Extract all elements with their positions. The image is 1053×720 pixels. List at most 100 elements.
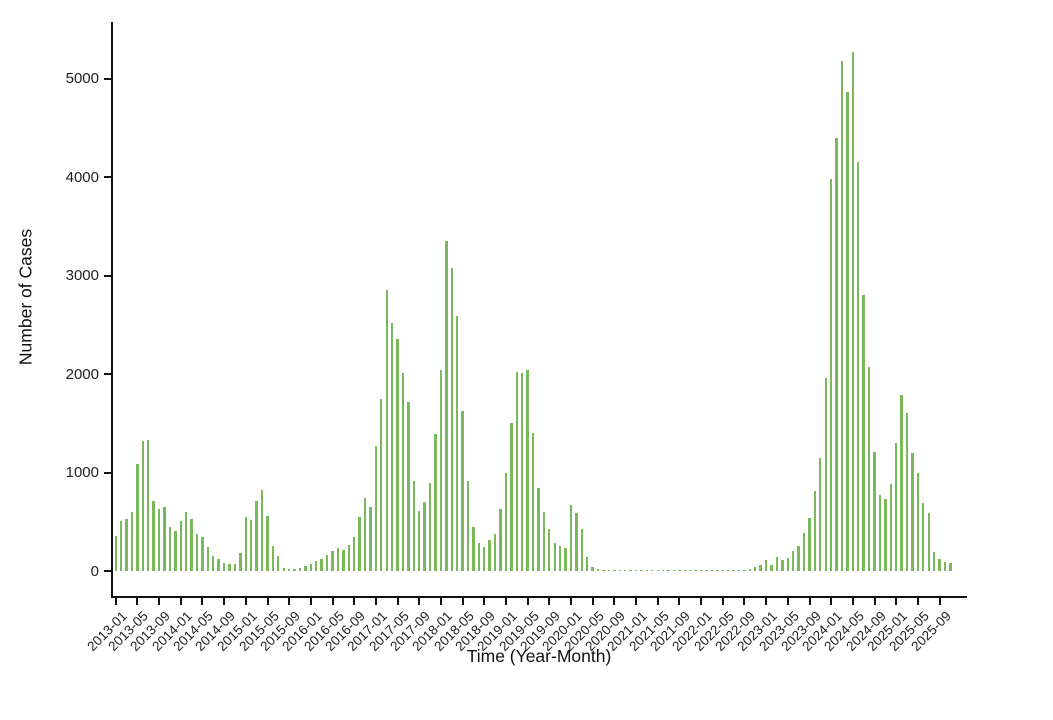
bar: [710, 570, 714, 571]
x-tick: [873, 598, 876, 605]
y-axis-line: [111, 22, 113, 598]
bar: [743, 569, 746, 571]
bar: [819, 457, 822, 571]
bar: [645, 570, 649, 571]
x-tick: [548, 598, 551, 605]
bar: [694, 570, 697, 571]
y-tick: [104, 77, 111, 80]
bar: [732, 569, 735, 571]
bar: [439, 369, 443, 571]
y-tick-label: 4000: [65, 168, 99, 186]
y-tick-label: 0: [90, 562, 99, 580]
bar: [656, 570, 659, 571]
x-tick: [851, 598, 854, 605]
bar: [347, 545, 350, 571]
bar: [385, 290, 388, 571]
bar: [380, 398, 383, 571]
bar: [548, 529, 551, 571]
bar: [640, 570, 643, 571]
bar: [428, 482, 432, 571]
bar: [141, 440, 144, 571]
x-tick: [808, 598, 811, 605]
bar: [504, 472, 508, 571]
bar: [927, 512, 930, 571]
bar: [661, 570, 665, 571]
bar: [835, 137, 838, 571]
bar: [233, 564, 237, 571]
x-tick: [158, 598, 161, 605]
bar: [575, 512, 578, 571]
x-tick: [656, 598, 659, 605]
bar: [537, 487, 540, 571]
bar: [922, 503, 925, 571]
x-tick: [396, 598, 399, 605]
bar: [293, 569, 296, 571]
bar: [737, 569, 741, 571]
bar: [916, 473, 920, 571]
bar: [304, 566, 307, 571]
x-tick: [570, 598, 572, 605]
x-tick: [439, 598, 442, 605]
bar: [792, 551, 795, 571]
x-tick: [179, 598, 182, 605]
bar: [759, 565, 762, 571]
bar: [705, 570, 708, 571]
bar: [651, 570, 654, 571]
bar: [450, 267, 453, 571]
bar: [808, 517, 811, 571]
bar: [483, 547, 486, 571]
x-tick: [288, 598, 291, 605]
bar: [911, 453, 914, 571]
bar: [515, 372, 518, 571]
bar: [352, 536, 356, 571]
x-axis-title: Time (Year-Month): [466, 646, 612, 666]
x-tick: [461, 598, 464, 605]
bar: [369, 506, 372, 571]
bar: [949, 563, 952, 571]
bar: [336, 547, 340, 571]
x-tick: [678, 598, 681, 605]
bar: [418, 510, 421, 571]
bar: [689, 570, 692, 571]
bar: [867, 367, 871, 571]
bar: [260, 490, 264, 571]
bar: [634, 570, 638, 571]
bar: [629, 570, 632, 571]
bar: [423, 502, 426, 571]
bar: [932, 552, 936, 571]
x-tick: [721, 598, 724, 605]
bar: [114, 535, 117, 571]
bar: [813, 491, 817, 571]
bar: [244, 517, 247, 571]
bar: [331, 551, 334, 571]
y-tick-label: 2000: [65, 365, 99, 383]
x-tick: [613, 598, 616, 605]
bar: [613, 570, 616, 571]
bar: [938, 559, 941, 571]
bar: [781, 559, 784, 571]
bar: [878, 495, 882, 571]
bar: [531, 432, 535, 571]
bar: [488, 539, 491, 571]
bar: [130, 511, 134, 571]
bar: [119, 521, 123, 571]
bar: [434, 434, 437, 571]
bar: [152, 501, 155, 571]
bar: [499, 508, 502, 571]
y-tick: [104, 176, 111, 178]
bar: [943, 562, 947, 571]
bar: [716, 569, 719, 571]
bar: [726, 570, 730, 571]
bar: [455, 315, 459, 571]
bar: [591, 567, 594, 571]
bar: [797, 546, 800, 571]
bar: [325, 555, 329, 571]
x-tick: [700, 598, 703, 605]
x-tick: [418, 598, 421, 605]
y-tick: [104, 570, 111, 572]
x-tick: [353, 598, 356, 605]
bar: [802, 532, 806, 571]
bar: [147, 440, 150, 571]
bar: [136, 463, 139, 571]
